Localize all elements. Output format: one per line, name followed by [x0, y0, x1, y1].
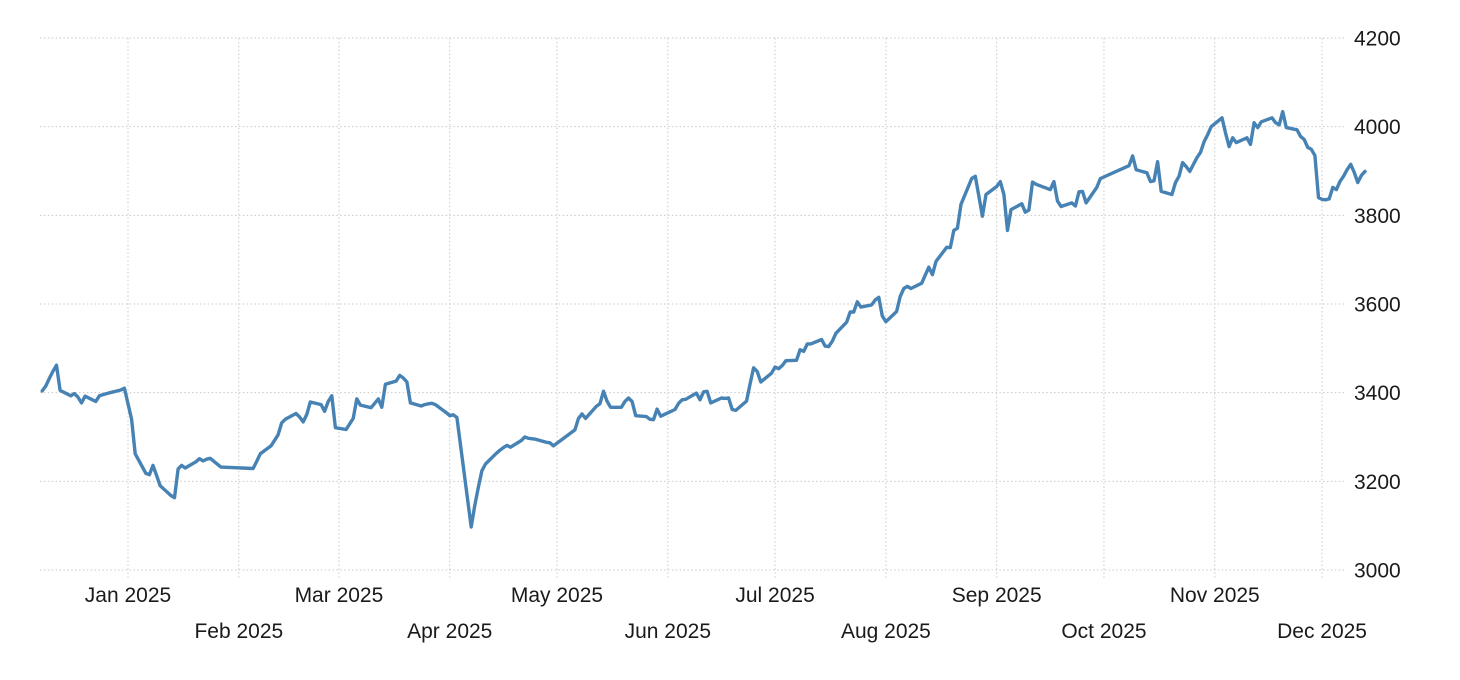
y-axis-labels: 4200 4000 3800 3600 3400 3200 3000 — [1354, 28, 1401, 583]
price-line-series — [40, 109, 1367, 529]
x-axis-label-May-2025: May 2025 — [511, 584, 603, 607]
y-axis-label-3400: 3400 — [1354, 382, 1401, 405]
y-axis-label-3600: 3600 — [1354, 294, 1401, 317]
x-axis-label-Dec-2025: Dec 2025 — [1277, 620, 1367, 643]
x-axis-label-Oct-2025: Oct 2025 — [1061, 620, 1146, 643]
y-axis-label-4000: 4000 — [1354, 116, 1401, 139]
x-axis-label-Nov-2025: Nov 2025 — [1170, 584, 1260, 607]
horizontal-gridlines — [40, 37, 1346, 571]
y-axis-label-4200: 4200 — [1354, 28, 1401, 51]
x-axis-label-Feb-2025: Feb 2025 — [194, 620, 283, 643]
x-axis-label-Sep-2025: Sep 2025 — [952, 584, 1042, 607]
x-axis-label-Mar-2025: Mar 2025 — [295, 584, 384, 607]
y-axis-label-3200: 3200 — [1354, 471, 1401, 494]
x-axis-label-Aug-2025: Aug 2025 — [841, 620, 931, 643]
x-axis-label-Apr-2025: Apr 2025 — [407, 620, 492, 643]
y-axis-label-3000: 3000 — [1354, 560, 1401, 583]
x-axis-label-Jan-2025: Jan 2025 — [85, 584, 171, 607]
x-axis-label-Jul-2025: Jul 2025 — [735, 584, 814, 607]
y-axis-label-3800: 3800 — [1354, 205, 1401, 228]
price-line — [40, 109, 1367, 529]
x-axis-labels: Jan 2025 Feb 2025 Mar 2025 Apr 2025 May 2025… — [85, 584, 1367, 643]
x-axis-label-Jun-2025: Jun 2025 — [625, 620, 711, 643]
vertical-gridlines — [127, 38, 1323, 578]
